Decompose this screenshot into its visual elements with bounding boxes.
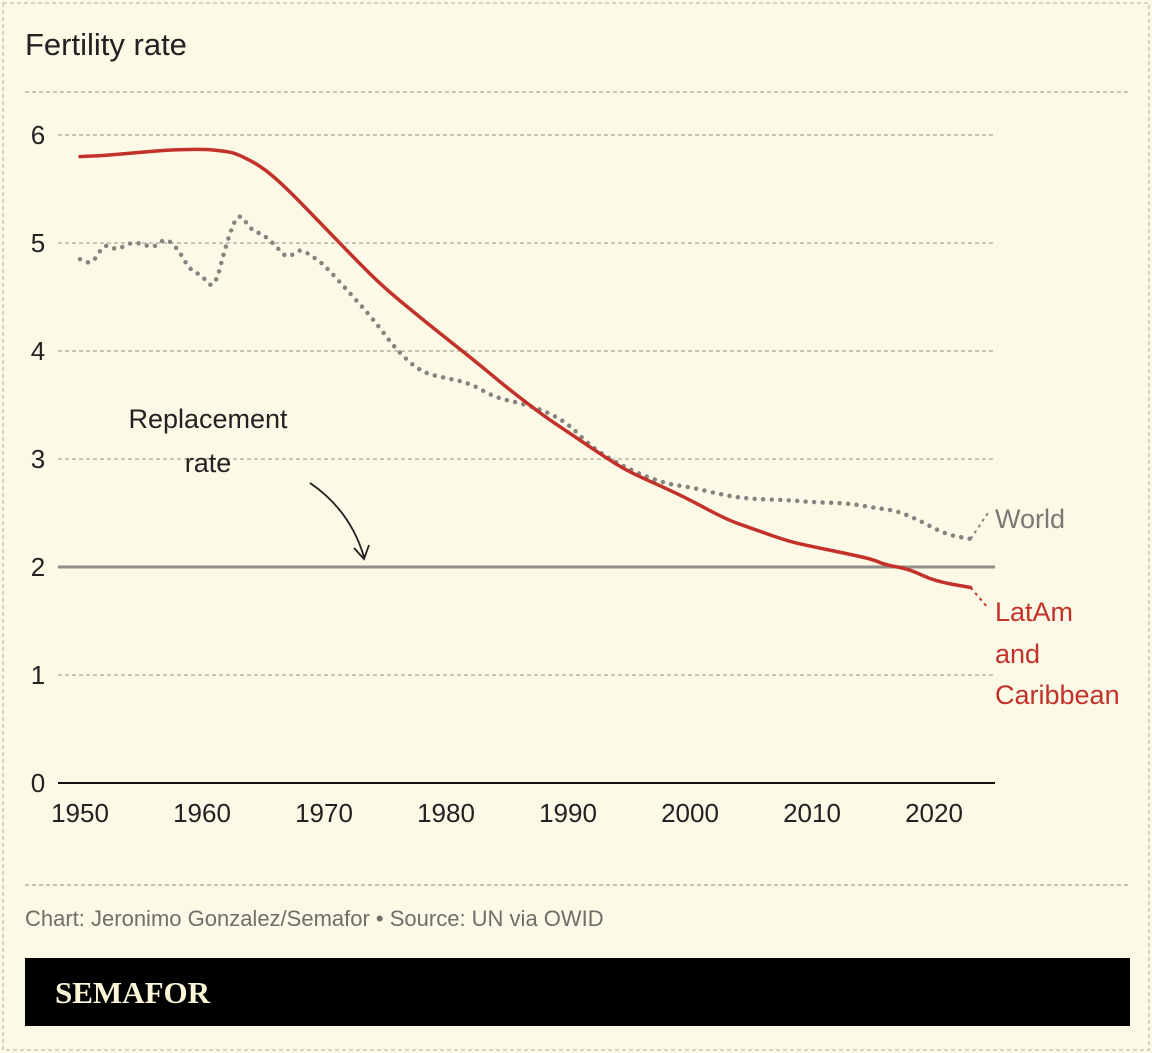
y-tick-label: 0 [31, 768, 45, 798]
x-tick-label: 1950 [51, 798, 109, 828]
x-tick-label: 1960 [173, 798, 231, 828]
world-line-label-connector [969, 509, 991, 540]
x-tick-label: 1990 [539, 798, 597, 828]
latam-caribbean-line-label-connector [969, 586, 989, 609]
y-axis: 0 1 2 3 4 5 6 [31, 120, 45, 798]
annotation-arrow-icon [309, 482, 370, 561]
brand-bar [25, 958, 1130, 1026]
chart-title: Fertility rate [25, 27, 187, 62]
x-axis: 1950 1960 1970 1980 1990 2000 2010 2020 [51, 798, 963, 828]
world-line [77, 214, 973, 542]
x-tick-label: 1970 [295, 798, 353, 828]
y-tick-label: 5 [31, 228, 45, 258]
y-tick-label: 3 [31, 444, 45, 474]
x-tick-label: 1980 [417, 798, 475, 828]
latam-caribbean-line [78, 147, 973, 590]
latam-label-line1: LatAm [995, 597, 1073, 627]
y-tick-label: 2 [31, 552, 45, 582]
x-tick-label: 2010 [783, 798, 841, 828]
source-credit: Chart: Jeronimo Gonzalez/Semafor • Sourc… [25, 906, 604, 931]
y-tick-label: 4 [31, 336, 45, 366]
y-tick-label: 1 [31, 660, 45, 690]
y-tick-label: 6 [31, 120, 45, 150]
world-label: World [995, 504, 1065, 534]
semafor-logo: SEMAFOR [55, 975, 211, 1010]
latam-label-line3: Caribbean [995, 680, 1120, 710]
latam-label-line2: and [995, 639, 1040, 669]
x-tick-label: 2020 [905, 798, 963, 828]
replacement-label-line2: rate [185, 448, 232, 478]
series-lines [77, 147, 991, 609]
replacement-label-line1: Replacement [128, 404, 288, 434]
x-tick-label: 2000 [661, 798, 719, 828]
